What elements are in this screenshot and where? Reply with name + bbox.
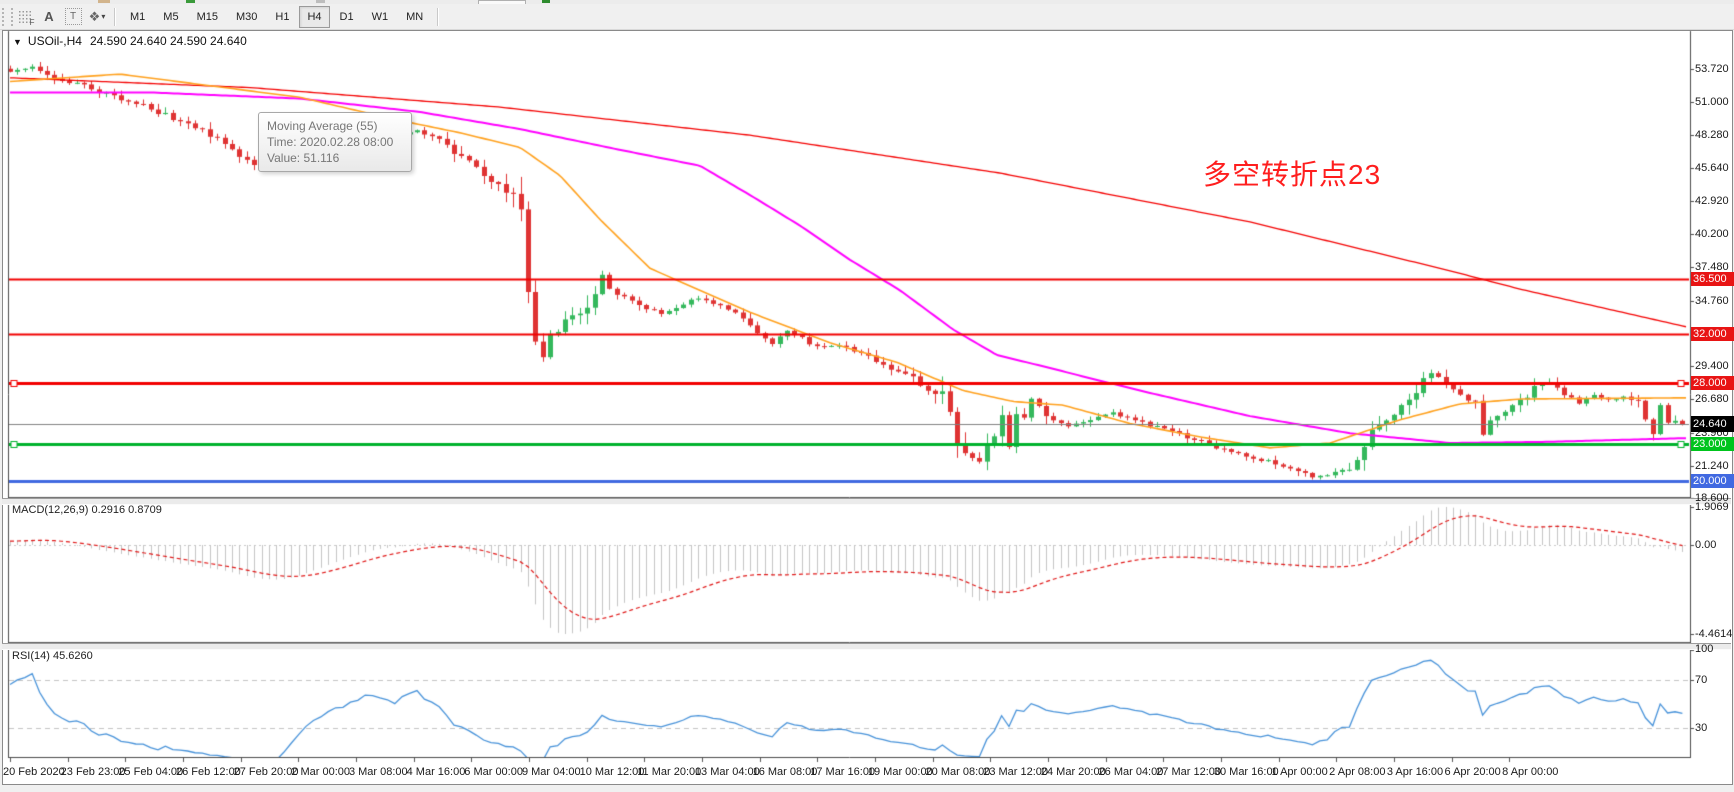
price-line-badge: 23.000 bbox=[1691, 437, 1734, 452]
date-tick-label: 2 Mar 00:00 bbox=[291, 766, 350, 778]
tooltip-time: Time: 2020.02.28 08:00 bbox=[267, 135, 394, 149]
price-tick-label: 48.280 bbox=[1695, 129, 1729, 142]
date-tick-label: 4 Mar 16:00 bbox=[406, 766, 466, 778]
date-tick-label: 20 Mar 08:00 bbox=[925, 766, 991, 778]
date-tick-label: 9 Mar 04:00 bbox=[521, 766, 581, 778]
date-tick-label: 17 Mar 16:00 bbox=[810, 766, 876, 778]
tooltip-indicator-name: Moving Average (55) bbox=[267, 119, 378, 133]
price-line-badge: 24.640 bbox=[1691, 416, 1734, 433]
date-tick-label: 8 Apr 00:00 bbox=[1502, 766, 1559, 778]
macd-indicator-label: MACD(12,26,9) 0.2916 0.8709 bbox=[12, 504, 162, 516]
date-tick-label: 3 Mar 08:00 bbox=[348, 766, 408, 778]
price-line-badge: 20.000 bbox=[1691, 473, 1734, 488]
date-tick-label: 6 Mar 00:00 bbox=[464, 766, 523, 778]
date-tick-label: 10 Mar 12:00 bbox=[579, 766, 645, 778]
indicator-tooltip: Moving Average (55) Time: 2020.02.28 08:… bbox=[258, 112, 412, 172]
macd-tick-label: 0.00 bbox=[1695, 539, 1717, 551]
price-tick-label: 40.200 bbox=[1695, 228, 1729, 241]
rsi-tick-label: 70 bbox=[1695, 674, 1708, 686]
chart-title: ▼ USOil-,H4 24.590 24.640 24.590 24.640 bbox=[13, 34, 247, 48]
price-line-badge: 28.000 bbox=[1691, 376, 1734, 391]
tooltip-value: Value: 51.116 bbox=[267, 151, 340, 165]
date-tick-label: 20 Feb 2020 bbox=[3, 766, 65, 778]
date-tick-label: 27 Feb 20:00 bbox=[233, 766, 299, 778]
price-tick-label: 29.400 bbox=[1695, 360, 1729, 373]
date-tick-label: 27 Mar 12:00 bbox=[1156, 766, 1222, 778]
rsi-indicator-label: RSI(14) 45.6260 bbox=[12, 650, 93, 662]
price-tick-label: 26.680 bbox=[1695, 393, 1729, 406]
date-tick-label: 24 Mar 20:00 bbox=[1040, 766, 1106, 778]
price-line-badge: 36.500 bbox=[1691, 272, 1734, 287]
price-line-badge: 32.000 bbox=[1691, 327, 1734, 342]
date-tick-label: 16 Mar 08:00 bbox=[752, 766, 818, 778]
price-tick-label: 42.920 bbox=[1695, 194, 1729, 207]
date-tick-label: 13 Mar 04:00 bbox=[694, 766, 760, 778]
price-tick-label: 37.480 bbox=[1695, 261, 1729, 274]
price-tick-label: 45.640 bbox=[1695, 161, 1729, 174]
chart-dropdown-icon[interactable]: ▼ bbox=[13, 37, 22, 47]
date-tick-label: 6 Apr 20:00 bbox=[1444, 766, 1501, 778]
price-tick-label: 53.720 bbox=[1695, 63, 1729, 75]
chart-text-annotation[interactable]: 多空转折点23 bbox=[1203, 159, 1382, 190]
symbol-period-label: USOil-,H4 bbox=[27, 34, 82, 48]
date-tick-label: 30 Mar 16:00 bbox=[1213, 766, 1279, 778]
date-tick-label: 23 Feb 23:00 bbox=[60, 766, 126, 778]
macd-tick-label: -4.4614 bbox=[1695, 628, 1733, 640]
date-tick-label: 1 Apr 00:00 bbox=[1271, 766, 1328, 778]
date-tick-label: 19 Mar 00:00 bbox=[867, 766, 933, 778]
price-tick-label: 51.000 bbox=[1695, 96, 1729, 109]
price-tick-label: 34.760 bbox=[1695, 294, 1729, 307]
ohlc-values: 24.590 24.640 24.590 24.640 bbox=[89, 34, 247, 48]
date-tick-label: 2 Apr 08:00 bbox=[1329, 766, 1386, 778]
panel-splitter[interactable] bbox=[2, 498, 1731, 505]
rsi-tick-label: 30 bbox=[1695, 722, 1708, 735]
date-tick-label: 26 Mar 04:00 bbox=[1098, 766, 1164, 778]
price-tick-label: 18.600 bbox=[1695, 491, 1729, 504]
date-tick-label: 23 Mar 12:00 bbox=[983, 766, 1049, 778]
date-tick-label: 3 Apr 16:00 bbox=[1386, 766, 1444, 778]
price-tick-label: 21.240 bbox=[1695, 459, 1729, 472]
rsi-tick-label: 100 bbox=[1695, 643, 1714, 655]
date-tick-label: 11 Mar 20:00 bbox=[637, 766, 702, 778]
date-tick-label: 26 Feb 12:00 bbox=[175, 766, 241, 778]
macd-tick-label: 1.9069 bbox=[1695, 500, 1729, 513]
date-tick-label: 25 Feb 04:00 bbox=[118, 766, 184, 778]
panel-splitter[interactable] bbox=[2, 643, 1731, 650]
